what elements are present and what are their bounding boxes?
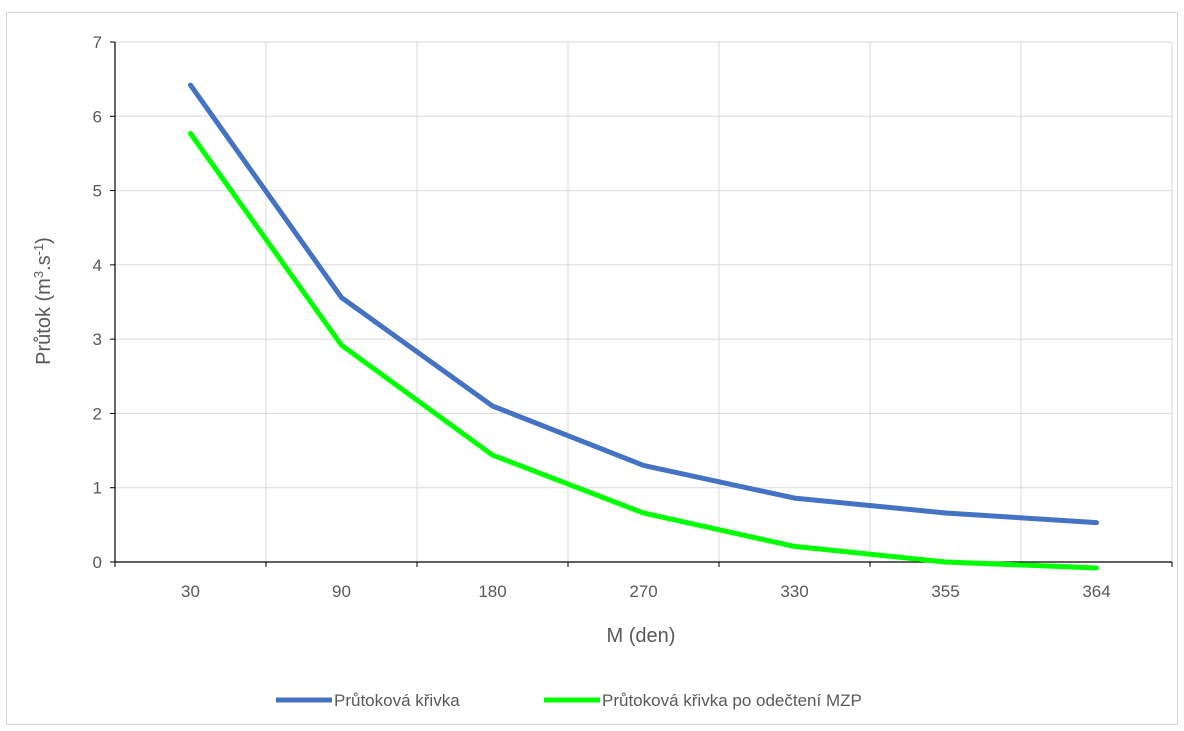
y-axis-title: Průtok (m3.s-1) (31, 237, 56, 365)
grid (115, 41, 1173, 562)
y-tick-label: 3 (93, 330, 102, 349)
y-axis-title-sup1: 3 (31, 271, 46, 278)
x-axis-title: M (den) (607, 625, 676, 647)
y-tick-label: 1 (93, 479, 102, 498)
chart-frame (6, 12, 1178, 725)
y-tick-label: 0 (93, 553, 102, 572)
x-tick-label: 355 (931, 582, 959, 601)
y-axis-title-main: Průtok (m (33, 278, 55, 365)
x-tick-label: 270 (629, 582, 657, 601)
axes (110, 41, 1173, 567)
series-lines (188, 82, 1099, 571)
y-tick-label: 6 (93, 107, 102, 126)
y-axis-title-sup2: -1 (31, 244, 46, 256)
y-tick-label: 7 (93, 33, 102, 52)
y-tick-label: 4 (93, 256, 102, 275)
x-tick-label: 180 (478, 582, 506, 601)
x-tick-label: 30 (181, 582, 200, 601)
y-tick-label: 5 (93, 182, 102, 201)
series-line-2 (188, 130, 1099, 571)
x-tick-label: 90 (332, 582, 351, 601)
y-axis-title-end: ) (33, 237, 55, 244)
x-tick-label: 364 (1082, 582, 1110, 601)
y-axis-title-mid: .s (33, 255, 55, 271)
x-tick-labels: 30 90 180 270 330 355 364 (181, 582, 1111, 601)
y-tick-label: 2 (93, 404, 102, 423)
legend-label-series-2: Průtoková křivka po odečtení MZP (602, 691, 862, 710)
series-line-1 (188, 82, 1099, 526)
legend: Průtoková křivka Průtoková křivka po ode… (276, 691, 862, 710)
legend-label-series-1: Průtoková křivka (334, 691, 460, 710)
x-tick-label: 330 (780, 582, 808, 601)
y-tick-labels: 0 1 2 3 4 5 6 7 (93, 33, 102, 572)
